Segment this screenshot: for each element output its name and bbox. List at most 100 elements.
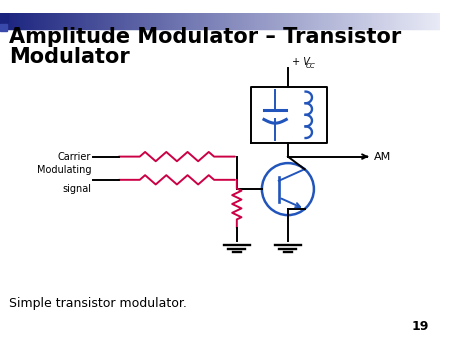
Bar [37,13,38,29]
Bar [46,13,47,29]
Bar [431,13,432,29]
Bar [386,13,387,29]
Bar [176,13,177,29]
Bar [123,13,124,29]
Bar [81,13,82,29]
Bar [115,13,116,29]
Bar [30,13,31,29]
Bar [266,13,267,29]
Bar [288,13,289,29]
Bar [92,13,93,29]
Bar [90,13,91,29]
Bar [316,13,317,29]
Bar [220,13,221,29]
Bar [377,13,378,29]
Bar [285,13,286,29]
Bar [28,13,29,29]
Bar [383,13,384,29]
Bar [325,13,326,29]
Bar [255,13,256,29]
Bar [356,13,357,29]
Bar [0,24,7,31]
Bar [128,13,129,29]
Bar [58,13,59,29]
Bar [291,13,292,29]
Bar [211,13,212,29]
Bar [399,13,400,29]
Bar [91,13,92,29]
Bar [54,13,55,29]
Bar [428,13,429,29]
Bar [47,13,48,29]
Bar [327,13,328,29]
Bar [329,13,330,29]
Bar [311,13,312,29]
Bar [382,13,383,29]
Bar [338,13,339,29]
Bar [66,13,67,29]
Bar [168,13,169,29]
Bar [332,13,333,29]
Bar [68,13,69,29]
Bar [100,13,101,29]
Bar [275,13,276,29]
Text: Modulator: Modulator [9,47,130,67]
Bar [439,13,440,29]
Bar [71,13,72,29]
Bar [111,13,112,29]
Bar [393,13,394,29]
Bar [102,13,103,29]
Bar [408,13,409,29]
Bar [299,13,300,29]
Bar [89,13,90,29]
Bar [3,13,4,29]
Bar [432,13,433,29]
Bar [303,13,304,29]
Bar [198,13,199,29]
Bar [40,13,41,29]
Bar [197,13,198,29]
Bar [271,13,272,29]
Bar [25,13,26,29]
Bar [20,13,21,29]
Bar [429,13,430,29]
Bar [407,13,408,29]
Bar [182,13,183,29]
Bar [251,13,252,29]
Bar [350,13,351,29]
Bar [16,13,17,29]
Bar [258,13,259,29]
Bar [55,13,56,29]
Bar [268,13,269,29]
Bar [124,13,125,29]
Bar [215,13,216,29]
Bar [234,13,235,29]
Bar [370,13,371,29]
Bar [406,13,407,29]
Bar [34,13,35,29]
Bar [153,13,154,29]
Bar [421,13,422,29]
Bar [423,13,424,29]
Bar [317,13,318,29]
Bar [217,13,218,29]
Bar [76,13,77,29]
Bar [129,13,130,29]
Bar [57,13,58,29]
Bar [116,13,117,29]
Bar [426,13,427,29]
Bar [149,13,150,29]
Bar [9,13,10,29]
Bar [48,13,49,29]
Bar [305,13,306,29]
Bar [229,13,230,29]
Bar [33,13,34,29]
Bar [118,13,119,29]
Bar [113,13,114,29]
Bar [290,13,291,29]
Bar [164,13,165,29]
Bar [301,13,302,29]
Bar [200,13,201,29]
Bar [145,13,146,29]
Bar [412,13,413,29]
